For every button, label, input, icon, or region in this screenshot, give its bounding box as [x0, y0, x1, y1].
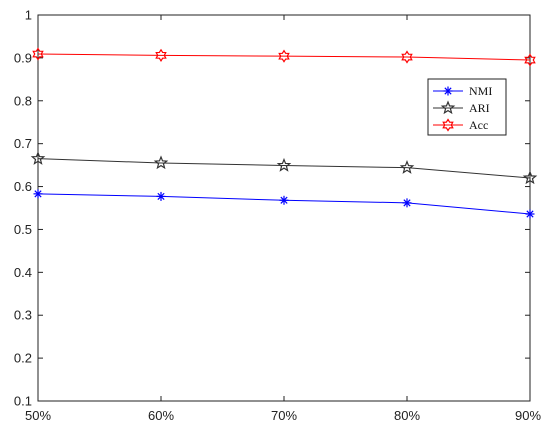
legend-marker [443, 86, 453, 96]
y-tick-label: 0.7 [14, 136, 32, 151]
data-point-ari [399, 160, 415, 174]
data-point-nmi [525, 209, 535, 219]
legend-label: NMI [469, 84, 492, 98]
legend-item-nmi: NMI [433, 84, 492, 98]
data-point-nmi [279, 195, 289, 205]
y-tick-label: 0.5 [14, 222, 32, 237]
legend-marker [442, 118, 454, 132]
axes-frame [37, 14, 531, 402]
series-ari [30, 151, 538, 185]
data-point-acc [401, 50, 413, 64]
data-point-acc [155, 48, 167, 62]
y-tick-label: 0.2 [14, 351, 32, 366]
legend-label: ARI [469, 101, 490, 115]
data-point-ari [522, 170, 538, 185]
x-tick-label: 50% [25, 408, 51, 423]
legend-item-acc: Acc [433, 118, 488, 132]
legend-marker [440, 100, 456, 115]
y-axis: 0.1 0.2 0.3 0.4 0.5 0.6 0.7 0.8 0.9 1 [14, 8, 530, 409]
plot-area [37, 14, 531, 402]
series-acc [32, 47, 536, 67]
data-point-nmi [402, 198, 412, 208]
data-point-acc [32, 47, 44, 61]
x-tick-label: 70% [271, 408, 297, 423]
data-point-ari [153, 155, 169, 170]
y-tick-label: 0.3 [14, 308, 32, 323]
series-layer [30, 47, 538, 219]
y-tick-label: 0.9 [14, 50, 32, 65]
series-line-acc [37, 53, 531, 61]
y-tick-label: 0.1 [14, 394, 32, 409]
data-point-nmi [33, 189, 43, 199]
x-tick-label: 90% [515, 408, 541, 423]
legend-box [427, 78, 507, 136]
x-axis: 50% 60% 70% 80% 90% [25, 15, 541, 423]
legend: NMI ARI Acc [427, 78, 507, 136]
legend-label: Acc [469, 118, 488, 132]
y-tick-label: 0.4 [14, 265, 32, 280]
data-point-nmi [156, 191, 166, 201]
data-point-ari [30, 151, 46, 165]
series-line-ari [37, 158, 531, 179]
y-tick-label: 0.8 [14, 93, 32, 108]
data-point-acc [278, 49, 290, 63]
y-tick-label: 0.6 [14, 179, 32, 194]
y-tick-label: 1 [25, 8, 32, 23]
data-point-acc [524, 53, 536, 67]
x-tick-label: 60% [148, 408, 174, 423]
data-point-ari [276, 157, 292, 172]
x-tick-label: 80% [394, 408, 420, 423]
legend-item-ari: ARI [433, 100, 490, 115]
series-nmi [33, 189, 535, 219]
